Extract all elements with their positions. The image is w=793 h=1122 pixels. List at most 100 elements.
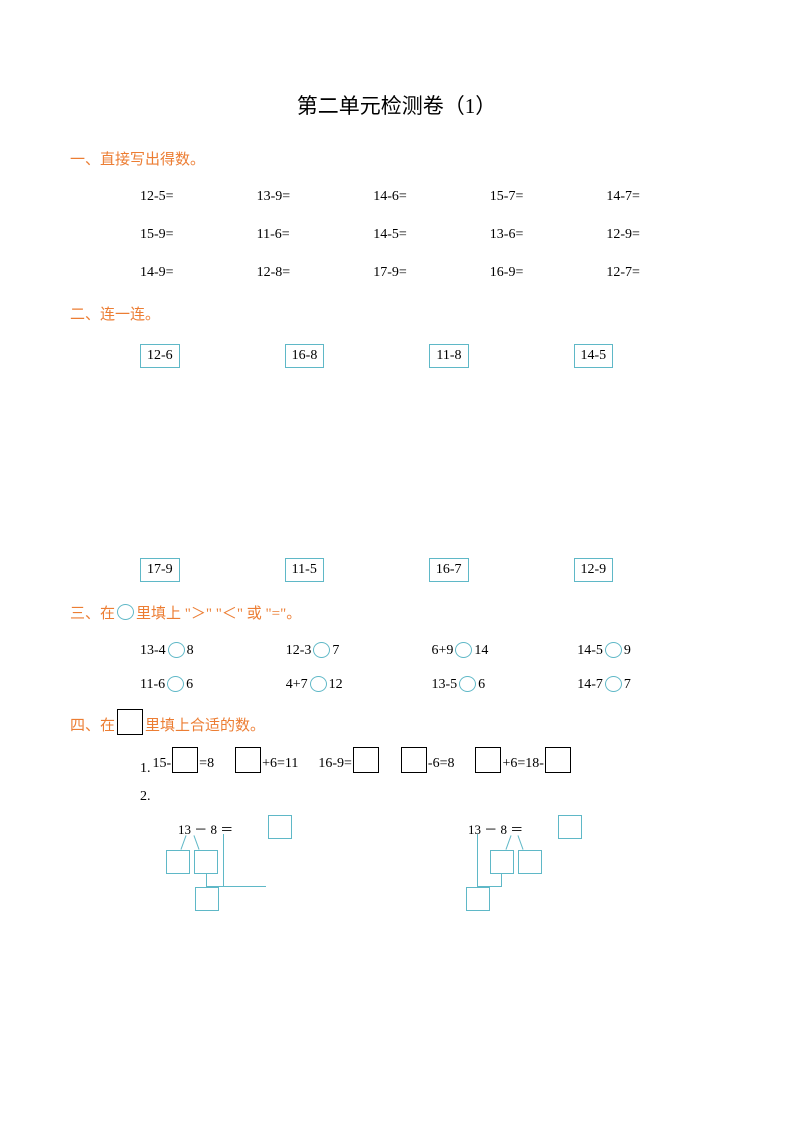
- s1-cell: 16-9=: [490, 265, 607, 281]
- match-box: 12-9: [574, 558, 614, 582]
- connect-space: [70, 388, 723, 558]
- answer-box: [518, 850, 542, 874]
- connector-line: [206, 873, 207, 887]
- s3-cell: 14-5 9: [577, 643, 723, 659]
- compare-right: 7: [332, 643, 339, 659]
- s1-cell: 17-9=: [373, 265, 490, 281]
- s1-cell: 14-9=: [140, 265, 257, 281]
- s4-header-prefix: 四、在: [70, 714, 115, 735]
- compare-right: 6: [478, 677, 485, 693]
- section2-header: 二、连一连。: [70, 303, 723, 324]
- s1-cell: 15-7=: [490, 189, 607, 205]
- eq-text: 16-9=: [318, 756, 352, 772]
- connector-line: [501, 873, 502, 887]
- answer-box: [466, 887, 490, 911]
- s2-bottom-row: 17-9 11-5 16-7 12-9: [140, 558, 723, 582]
- circle-icon: [167, 676, 184, 692]
- s3-cell: 13-5 6: [432, 677, 578, 693]
- compare-right: 6: [186, 677, 193, 693]
- circle-icon: [117, 604, 134, 620]
- fill-blank: 15- =8: [153, 751, 215, 777]
- s3-header-suffix: 里填上 "＞" "＜" 或 "="。: [136, 602, 301, 623]
- page-title: 第二单元检测卷（1）: [70, 90, 723, 120]
- match-box: 11-5: [285, 558, 324, 582]
- s3-row-0: 13-4 8 12-3 7 6+9 14 14-5 9: [140, 643, 723, 659]
- circle-icon: [168, 642, 185, 658]
- eq-text: =8: [199, 756, 214, 772]
- s1-cell: 11-6=: [257, 227, 374, 243]
- compare-right: 14: [474, 643, 488, 659]
- s1-cell: 14-5=: [373, 227, 490, 243]
- answer-box: [558, 815, 582, 839]
- eq-text: +6=18-: [502, 756, 543, 772]
- compare-right: 7: [624, 677, 631, 693]
- match-box: 12-6: [140, 344, 180, 368]
- answer-box: [490, 850, 514, 874]
- circle-icon: [310, 676, 327, 692]
- s1-cell: 13-9=: [257, 189, 374, 205]
- s1-row-1: 15-9= 11-6= 14-5= 13-6= 12-9=: [140, 227, 723, 243]
- connector-line: [223, 834, 224, 886]
- s1-cell: 12-5=: [140, 189, 257, 205]
- eq-text: +6=11: [262, 756, 298, 772]
- compare-left: 13-4: [140, 643, 166, 659]
- eq-text: 15-: [153, 756, 172, 772]
- square-icon: [475, 747, 501, 773]
- s1-cell: 12-7=: [606, 265, 723, 281]
- s3-cell: 13-4 8: [140, 643, 286, 659]
- section4-header: 四、在 里填上合适的数。: [70, 711, 723, 737]
- match-box: 11-8: [429, 344, 468, 368]
- match-box: 14-5: [574, 344, 614, 368]
- decompose-diagram-2: 13 － 8 ＝: [450, 815, 610, 935]
- s4-line1-label: 1.: [140, 761, 151, 777]
- compare-left: 14-7: [577, 677, 603, 693]
- s3-header-prefix: 三、在: [70, 602, 115, 623]
- s3-cell: 11-6 6: [140, 677, 286, 693]
- compare-right: 8: [187, 643, 194, 659]
- s1-cell: 13-6=: [490, 227, 607, 243]
- diagram-row: 13 － 8 ＝ 13 － 8 ＝: [160, 815, 723, 935]
- square-icon: [172, 747, 198, 773]
- eq-text: -6=8: [428, 756, 455, 772]
- match-box: 16-8: [285, 344, 325, 368]
- s1-cell: 15-9=: [140, 227, 257, 243]
- compare-left: 14-5: [577, 643, 603, 659]
- square-icon: [235, 747, 261, 773]
- compare-right: 9: [624, 643, 631, 659]
- section1-header: 一、直接写出得数。: [70, 148, 723, 169]
- s3-cell: 14-7 7: [577, 677, 723, 693]
- section3-header: 三、在 里填上 "＞" "＜" 或 "="。: [70, 602, 723, 623]
- compare-left: 11-6: [140, 677, 165, 693]
- circle-icon: [605, 676, 622, 692]
- answer-box: [166, 850, 190, 874]
- s1-cell: 14-6=: [373, 189, 490, 205]
- circle-icon: [313, 642, 330, 658]
- fill-blank: -6=8: [400, 751, 455, 777]
- s4-line2-label: 2.: [140, 789, 723, 805]
- compare-left: 6+9: [432, 643, 454, 659]
- s1-row-0: 12-5= 13-9= 14-6= 15-7= 14-7=: [140, 189, 723, 205]
- square-icon: [545, 747, 571, 773]
- compare-left: 4+7: [286, 677, 308, 693]
- answer-box: [195, 887, 219, 911]
- fill-blank: +6=18-: [474, 751, 571, 777]
- s1-cell: 14-7=: [606, 189, 723, 205]
- compare-left: 13-5: [432, 677, 458, 693]
- compare-left: 12-3: [286, 643, 312, 659]
- s3-row-1: 11-6 6 4+7 12 13-5 6 14-7 7: [140, 677, 723, 693]
- match-box: 16-7: [429, 558, 469, 582]
- compare-right: 12: [329, 677, 343, 693]
- s4-header-suffix: 里填上合适的数。: [145, 714, 265, 735]
- s1-row-2: 14-9= 12-8= 17-9= 16-9= 12-7=: [140, 265, 723, 281]
- match-box: 17-9: [140, 558, 180, 582]
- s4-line1: 1. 15- =8 +6=11 16-9= -6=8 +6=18-: [140, 751, 723, 777]
- fill-blank: +6=11: [234, 751, 298, 777]
- s2-top-row: 12-6 16-8 11-8 14-5: [140, 344, 723, 368]
- square-icon: [401, 747, 427, 773]
- square-icon: [353, 747, 379, 773]
- square-icon: [117, 709, 143, 735]
- circle-icon: [459, 676, 476, 692]
- s1-cell: 12-9=: [606, 227, 723, 243]
- s3-cell: 12-3 7: [286, 643, 432, 659]
- fill-blank: 16-9=: [318, 751, 380, 777]
